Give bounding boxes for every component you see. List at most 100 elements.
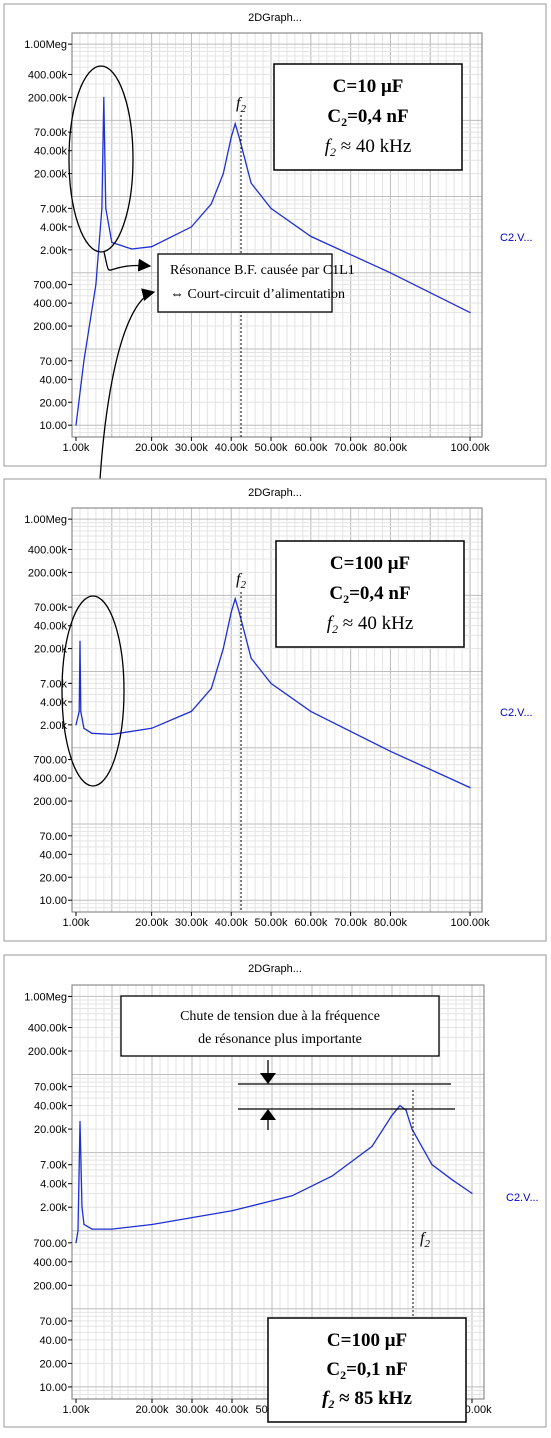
series-point xyxy=(471,1192,473,1194)
y-tick-label: 1.00Meg xyxy=(24,991,67,1003)
series-point xyxy=(111,241,113,243)
series-point xyxy=(210,203,212,205)
series-point xyxy=(75,424,77,426)
x-tick-label: 20.00k xyxy=(135,917,169,929)
series-point xyxy=(405,1109,407,1111)
y-tick-label: 200.00 xyxy=(33,1280,67,1292)
panel-title: 2DGraph... xyxy=(248,12,302,24)
y-tick-label: 400.00 xyxy=(33,298,67,310)
series-point xyxy=(399,1105,401,1107)
y-tick-label: 200.00 xyxy=(33,321,67,333)
plot-border xyxy=(71,32,483,438)
series-point xyxy=(250,657,252,659)
y-tick-label: 20.00 xyxy=(39,1358,67,1370)
parameter-box: C=100 μF C2=0,1 nF f2 ≈ 85 kHz xyxy=(267,1317,467,1423)
y-tick-label: 10.00 xyxy=(39,1382,67,1394)
y-tick-label: 4.00k xyxy=(40,222,67,234)
y-tick-label: 7.00k xyxy=(40,678,67,690)
y-tick-label: 70.00k xyxy=(34,602,68,614)
x-tick-label: 20.00k xyxy=(135,442,169,454)
series-point xyxy=(231,1210,233,1212)
series-point xyxy=(331,1175,333,1177)
y-tick-label: 200.00k xyxy=(28,92,68,104)
panel-title: 2DGraph... xyxy=(248,487,302,499)
annotation-line-2: ⇔ Court-circuit d’alimentation xyxy=(170,287,345,302)
panel-title: 2DGraph... xyxy=(248,963,302,975)
y-tick-label: 4.00k xyxy=(40,1179,67,1191)
y-tick-label: 1.00Meg xyxy=(24,514,67,526)
series-point xyxy=(238,136,240,138)
series-point xyxy=(78,710,80,713)
x-tick-label: 70.00k xyxy=(334,917,368,929)
y-tick-label: 400.00 xyxy=(33,773,67,785)
series-label[interactable]: C2.V... xyxy=(500,707,533,719)
param-f2: f2 ≈ 40 kHz xyxy=(327,613,414,636)
y-tick-label: 70.00 xyxy=(39,356,67,368)
y-tick-label: 20.00 xyxy=(39,872,67,884)
drop-arrow-bottom-head xyxy=(260,1109,276,1120)
series-point xyxy=(270,682,272,685)
series-point xyxy=(222,173,224,175)
y-tick-label: 40.00 xyxy=(39,849,67,861)
series-point xyxy=(151,1223,153,1226)
x-tick-label: 50.00k xyxy=(255,442,289,454)
series-point xyxy=(310,235,312,237)
y-tick-label: 2.00k xyxy=(40,720,67,732)
y-tick-label: 20.00 xyxy=(39,397,67,409)
graph-panel-2: 2DGraph... 1.00Meg 400.00k 200.00k 70.00k 40… xyxy=(3,478,547,942)
y-tick-label: 200.00k xyxy=(28,567,68,579)
series-point xyxy=(469,787,471,789)
resonance-highlight-ellipse xyxy=(61,595,125,787)
y-tick-label: 40.00 xyxy=(39,1335,67,1347)
x-tick-label: 1.00k xyxy=(63,917,90,929)
y-tick-label: 10.00 xyxy=(39,895,67,907)
annotation-arrow-1 xyxy=(103,251,152,272)
series-point xyxy=(91,1228,93,1230)
graph-panel-3: 2DGraph... 1.00Meg 400.00k 200.00k 70.00k 40… xyxy=(3,954,547,1428)
series-point xyxy=(190,226,192,228)
series-point xyxy=(291,1195,293,1197)
series-point xyxy=(81,1206,83,1208)
series-point xyxy=(111,1228,113,1230)
series-point xyxy=(75,1242,77,1244)
series-point xyxy=(77,1230,79,1232)
y-tick-label: 7.00k xyxy=(40,203,67,215)
x-tick-label: 50.00k xyxy=(255,917,289,929)
series-point xyxy=(389,750,391,752)
series-point xyxy=(80,710,82,713)
annotation-line-1: Chute de tension due à la fréquence xyxy=(180,1009,380,1024)
x-tick-label: 40.00k xyxy=(215,442,249,454)
series-point xyxy=(190,710,192,713)
series-point xyxy=(105,207,107,209)
resonance-annotation: Résonance B.F. causée par C1L1 ⇔ Court-c… xyxy=(157,253,355,313)
y-tick-label: 20.00k xyxy=(34,644,68,656)
series-point xyxy=(151,727,153,729)
series-point xyxy=(234,123,236,125)
x-tick-label: 70.00k xyxy=(334,442,368,454)
y-tick-label: 400.00k xyxy=(28,1022,68,1034)
x-tick-label: 40.00k xyxy=(215,917,249,929)
f2-label: f2 xyxy=(236,95,246,115)
y-tick-label: 400.00k xyxy=(28,69,68,81)
series-label[interactable]: C2.V... xyxy=(500,232,533,244)
series-point xyxy=(230,136,232,138)
series-point xyxy=(238,611,240,613)
y-tick-label: 200.00 xyxy=(33,796,67,808)
x-tick-label: 1.00k xyxy=(63,1404,90,1416)
x-tick-label: 30.00k xyxy=(175,917,209,929)
series-point xyxy=(230,611,232,613)
series-point xyxy=(431,1164,433,1166)
drop-arrow-top-head xyxy=(260,1073,276,1084)
param-c: C=100 μF xyxy=(330,553,410,574)
series-point xyxy=(371,1145,373,1147)
series-point xyxy=(131,248,133,250)
graph-panel-1: 2DGraph... 1.00Meg 400.00k 200.00k 70.00k 40… xyxy=(3,3,547,467)
y-tick-label: 70.00k xyxy=(34,127,68,139)
f2-label: f2 xyxy=(236,571,246,591)
series-point xyxy=(451,1179,453,1181)
x-tick-label: 30.00k xyxy=(175,442,209,454)
series-point xyxy=(83,360,85,362)
series-point xyxy=(234,598,236,600)
series-label[interactable]: C2.V... xyxy=(506,1192,539,1204)
y-tick-label: 20.00k xyxy=(34,169,68,181)
